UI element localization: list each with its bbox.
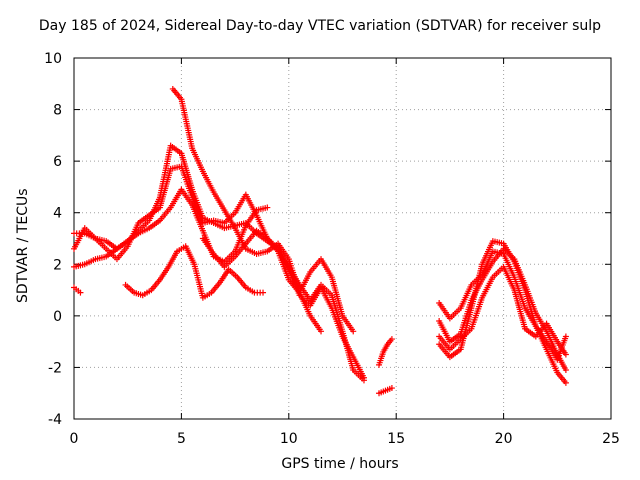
plot-frame bbox=[73, 57, 612, 420]
data-point bbox=[562, 333, 569, 340]
y-tick-label: 0 bbox=[53, 309, 62, 325]
y-tick-label: 4 bbox=[53, 206, 62, 222]
x-tick-label: 5 bbox=[177, 431, 186, 447]
x-axis-label: GPS time / hours bbox=[281, 456, 399, 472]
x-tick-label: 10 bbox=[280, 431, 298, 447]
y-tick-label: 6 bbox=[53, 154, 62, 170]
data-marks bbox=[71, 85, 569, 397]
data-point bbox=[360, 377, 367, 384]
data-point bbox=[77, 289, 84, 296]
y-tick-label: 2 bbox=[53, 257, 62, 273]
y-tick-label: -2 bbox=[48, 360, 62, 376]
grid-lines bbox=[74, 58, 611, 419]
series-track12 bbox=[436, 263, 569, 358]
data-point bbox=[264, 204, 271, 211]
data-point bbox=[260, 289, 267, 296]
series-track7 bbox=[71, 284, 84, 296]
data-point bbox=[388, 336, 395, 343]
data-point bbox=[350, 328, 357, 335]
data-point bbox=[318, 328, 325, 335]
y-tick-label: 8 bbox=[53, 103, 62, 119]
data-point bbox=[562, 379, 569, 386]
series-track5 bbox=[199, 227, 367, 384]
series-track4 bbox=[169, 85, 325, 335]
axis-ticks: 0 5 10 15 20 25 -4 -2 0 2 4 6 8 10 bbox=[44, 51, 620, 447]
data-point bbox=[388, 385, 395, 392]
data-point bbox=[562, 367, 569, 374]
series-track2 bbox=[71, 163, 357, 335]
x-tick-label: 0 bbox=[70, 431, 79, 447]
series-track3 bbox=[71, 186, 271, 270]
series-track6 bbox=[122, 243, 267, 301]
series-track13 bbox=[436, 248, 569, 363]
chart-title: Day 185 of 2024, Sidereal Day-to-day VTE… bbox=[38, 18, 602, 34]
y-tick-label: 10 bbox=[44, 51, 62, 67]
x-tick-label: 15 bbox=[387, 431, 405, 447]
y-axis-label: SDTVAR / TECUs bbox=[15, 188, 31, 303]
series-track9 bbox=[376, 385, 395, 397]
series-track8 bbox=[376, 336, 395, 368]
series-track11 bbox=[436, 245, 569, 374]
x-tick-label: 25 bbox=[602, 431, 620, 447]
y-tick-label: -4 bbox=[48, 412, 62, 428]
data-point bbox=[562, 351, 569, 358]
x-tick-label: 20 bbox=[495, 431, 513, 447]
